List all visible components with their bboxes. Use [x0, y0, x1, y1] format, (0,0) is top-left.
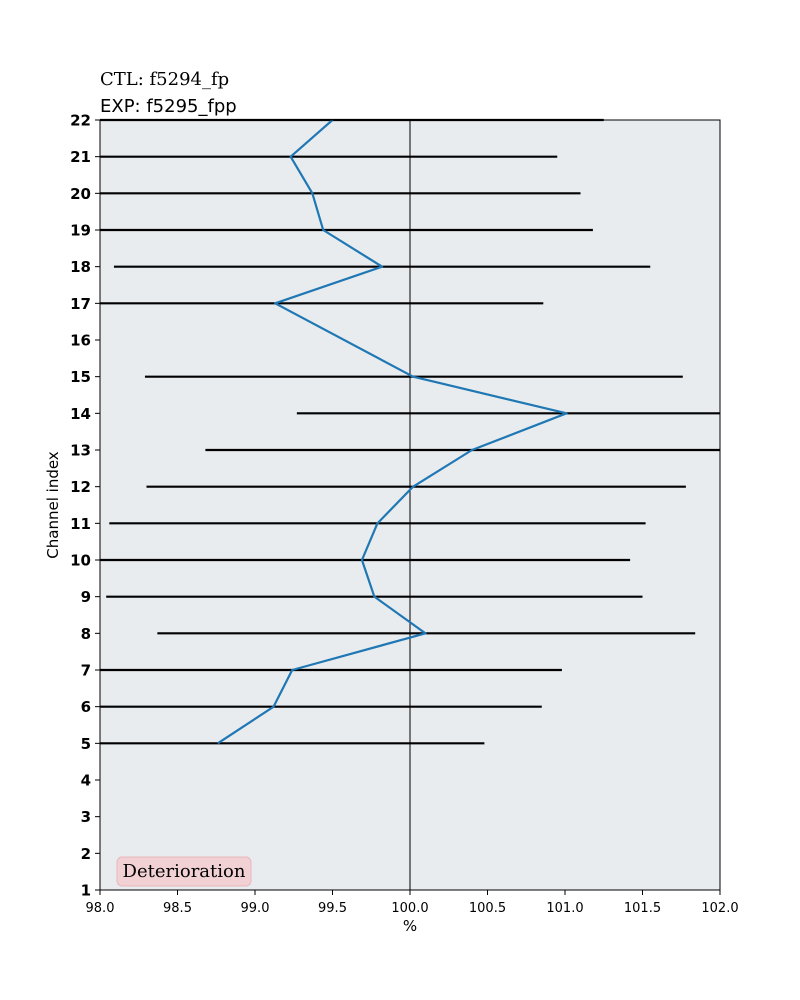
- y-tick-label: 1: [81, 882, 91, 900]
- exp-label: EXP: f5295_fpp: [100, 96, 237, 117]
- x-tick-label: 99.5: [318, 901, 347, 916]
- y-tick-label: 20: [70, 185, 91, 203]
- y-tick-label: 21: [70, 148, 91, 166]
- x-tick-label: 102.0: [701, 901, 738, 916]
- y-tick-label: 4: [81, 772, 91, 790]
- deterioration-badge: [116, 856, 252, 887]
- series-line: [217, 119, 568, 745]
- ctl-label: CTL: f5294_fp: [100, 69, 229, 90]
- y-tick-label: 10: [70, 552, 91, 570]
- y-tick-label: 8: [81, 625, 91, 643]
- deterioration-label: Deterioration: [123, 861, 246, 882]
- y-tick-label: 7: [81, 662, 91, 680]
- x-tick-label: 98.0: [86, 901, 115, 916]
- x-axis-ticks: 98.0 98.5 99.0 99.5 100.0 100.5 101.0 101.5 102.…: [86, 890, 739, 916]
- y-tick-label: 19: [70, 222, 91, 240]
- x-tick-label: 100.0: [391, 901, 428, 916]
- x-axis-label: %: [403, 917, 417, 935]
- x-tick-label: 98.5: [163, 901, 192, 916]
- y-tick-label: 5: [81, 735, 91, 753]
- y-tick-label: 17: [70, 295, 91, 313]
- y-tick-label: 2: [81, 845, 91, 863]
- x-tick-label: 101.0: [546, 901, 583, 916]
- y-tick-label: 6: [81, 698, 91, 716]
- y-tick-label: 9: [81, 588, 91, 606]
- y-tick-label: 11: [70, 515, 91, 533]
- y-tick-label: 22: [70, 112, 91, 130]
- y-tick-label: 18: [70, 258, 91, 276]
- y-tick-label: 15: [70, 368, 91, 386]
- y-axis-label: Channel index: [44, 451, 62, 559]
- x-tick-label: 99.0: [241, 901, 270, 916]
- y-tick-label: 12: [70, 478, 91, 496]
- x-tick-label: 100.5: [469, 901, 506, 916]
- y-tick-label: 3: [81, 808, 91, 826]
- x-tick-label: 101.5: [624, 901, 661, 916]
- y-tick-label: 16: [70, 332, 91, 350]
- y-tick-label: 13: [70, 442, 91, 460]
- y-tick-label: 14: [70, 405, 91, 423]
